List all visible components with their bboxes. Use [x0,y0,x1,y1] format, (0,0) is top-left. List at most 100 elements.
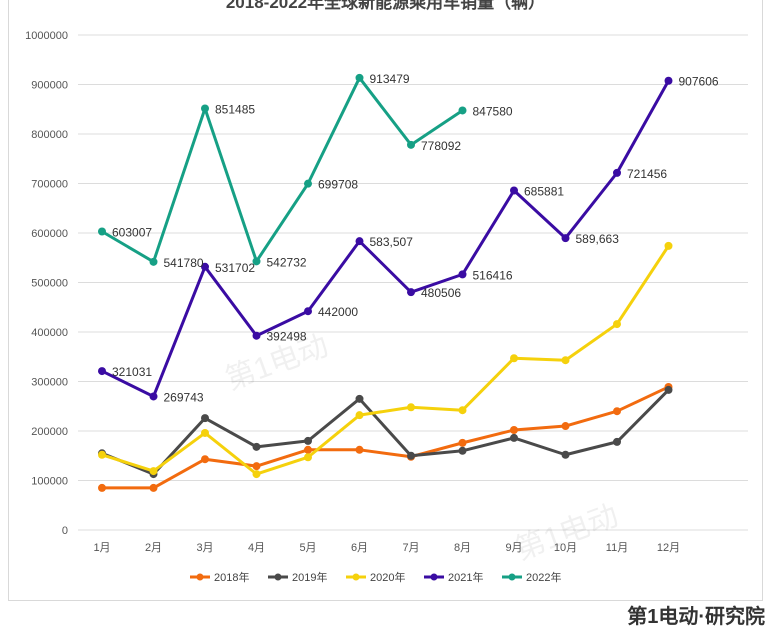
y-tick-label: 200000 [31,426,68,438]
data-point [613,320,621,329]
y-tick-label: 500000 [31,278,68,290]
data-label: 392498 [267,330,307,344]
data-label: 589,663 [576,232,620,246]
x-tick-label: 2月 [145,542,162,554]
data-label: 321031 [112,365,152,379]
data-point [407,451,415,460]
series-line-2019年 [101,388,670,476]
legend-label: 2020年 [370,570,405,584]
x-tick-label: 3月 [196,542,213,554]
data-point [149,467,158,476]
data-point [149,392,158,401]
data-point [458,106,467,115]
watermark: 第1电动 [511,499,623,566]
data-label: 269743 [164,390,204,404]
legend-label: 2018年 [214,570,249,584]
data-point [304,445,312,454]
data-label: 542732 [267,255,307,269]
data-label: 541780 [164,256,204,270]
data-point [304,453,312,462]
data-point [458,438,467,447]
data-label: 516416 [473,268,513,282]
series-line-2020年 [101,245,670,476]
y-tick-label: 0 [62,525,68,537]
data-label: 603007 [112,226,152,240]
data-point [664,76,673,85]
data-point [355,394,364,403]
y-tick-label: 300000 [31,377,68,389]
x-tick-label: 8月 [454,542,471,554]
data-point [561,356,570,365]
data-point [98,450,106,459]
data-point [201,104,209,113]
data-point [510,354,518,363]
data-point [304,436,312,445]
legend-marker [196,573,204,581]
series-line-2018年 [102,385,670,490]
data-point [252,442,261,451]
x-tick-label: 6月 [351,542,368,554]
chart-frame [8,0,763,601]
x-tick-label: 5月 [299,542,316,554]
x-tick-label: 11月 [606,542,628,554]
data-label: 907606 [679,75,719,89]
data-point [613,437,621,446]
y-tick-label: 100000 [31,476,68,488]
y-tick-label: 600000 [31,228,68,240]
footer-logo: 第1电动·研究院 [627,606,765,628]
data-point [664,241,673,250]
data-point [252,331,261,340]
data-point [149,483,158,492]
data-point [407,288,415,297]
x-tick-label: 4月 [248,542,265,554]
data-point [458,446,467,455]
chart-title: 2018-2022年全球新能源乘用车销量（辆） [225,0,546,12]
x-tick-label: 7月 [402,542,419,554]
data-point [304,307,312,316]
data-point [355,73,364,82]
data-point [355,445,364,454]
data-point [149,257,158,266]
data-point [510,186,518,195]
series-line-2021年 [101,80,670,398]
y-tick-label: 900000 [31,80,68,92]
series-line-2022年 [101,76,464,264]
data-label: 847580 [473,104,513,118]
data-point [98,367,106,376]
data-point [252,462,261,471]
data-point [201,262,209,271]
y-tick-label: 700000 [31,179,68,191]
data-label: 851485 [215,103,255,117]
y-tick-label: 1000000 [25,30,68,42]
data-point [355,411,364,420]
data-label: 480506 [421,286,461,300]
data-point [98,483,106,492]
y-tick-label: 400000 [31,327,68,339]
data-label: 721456 [627,167,667,181]
data-point [613,407,621,416]
data-label: 442000 [318,305,358,319]
data-point [98,227,106,236]
data-point [355,237,364,246]
legend-marker [274,573,282,581]
legend-marker [508,573,516,581]
data-point [252,470,261,479]
legend-marker [430,573,438,581]
data-label: 583,507 [370,235,414,249]
data-label: 699708 [318,178,358,192]
data-label: 778092 [421,139,461,153]
data-point [510,426,518,435]
data-point [304,179,312,188]
legend-label: 2021年 [448,570,483,584]
x-tick-label: 12月 [657,542,680,554]
data-point [561,450,570,459]
x-tick-label: 10月 [554,542,577,554]
legend-marker [352,573,360,581]
x-tick-label: 9月 [505,542,522,554]
data-point [664,385,673,394]
data-label: 685881 [524,184,564,198]
legend-label: 2019年 [292,570,327,584]
y-tick-label: 800000 [31,129,68,141]
data-point [201,428,209,437]
